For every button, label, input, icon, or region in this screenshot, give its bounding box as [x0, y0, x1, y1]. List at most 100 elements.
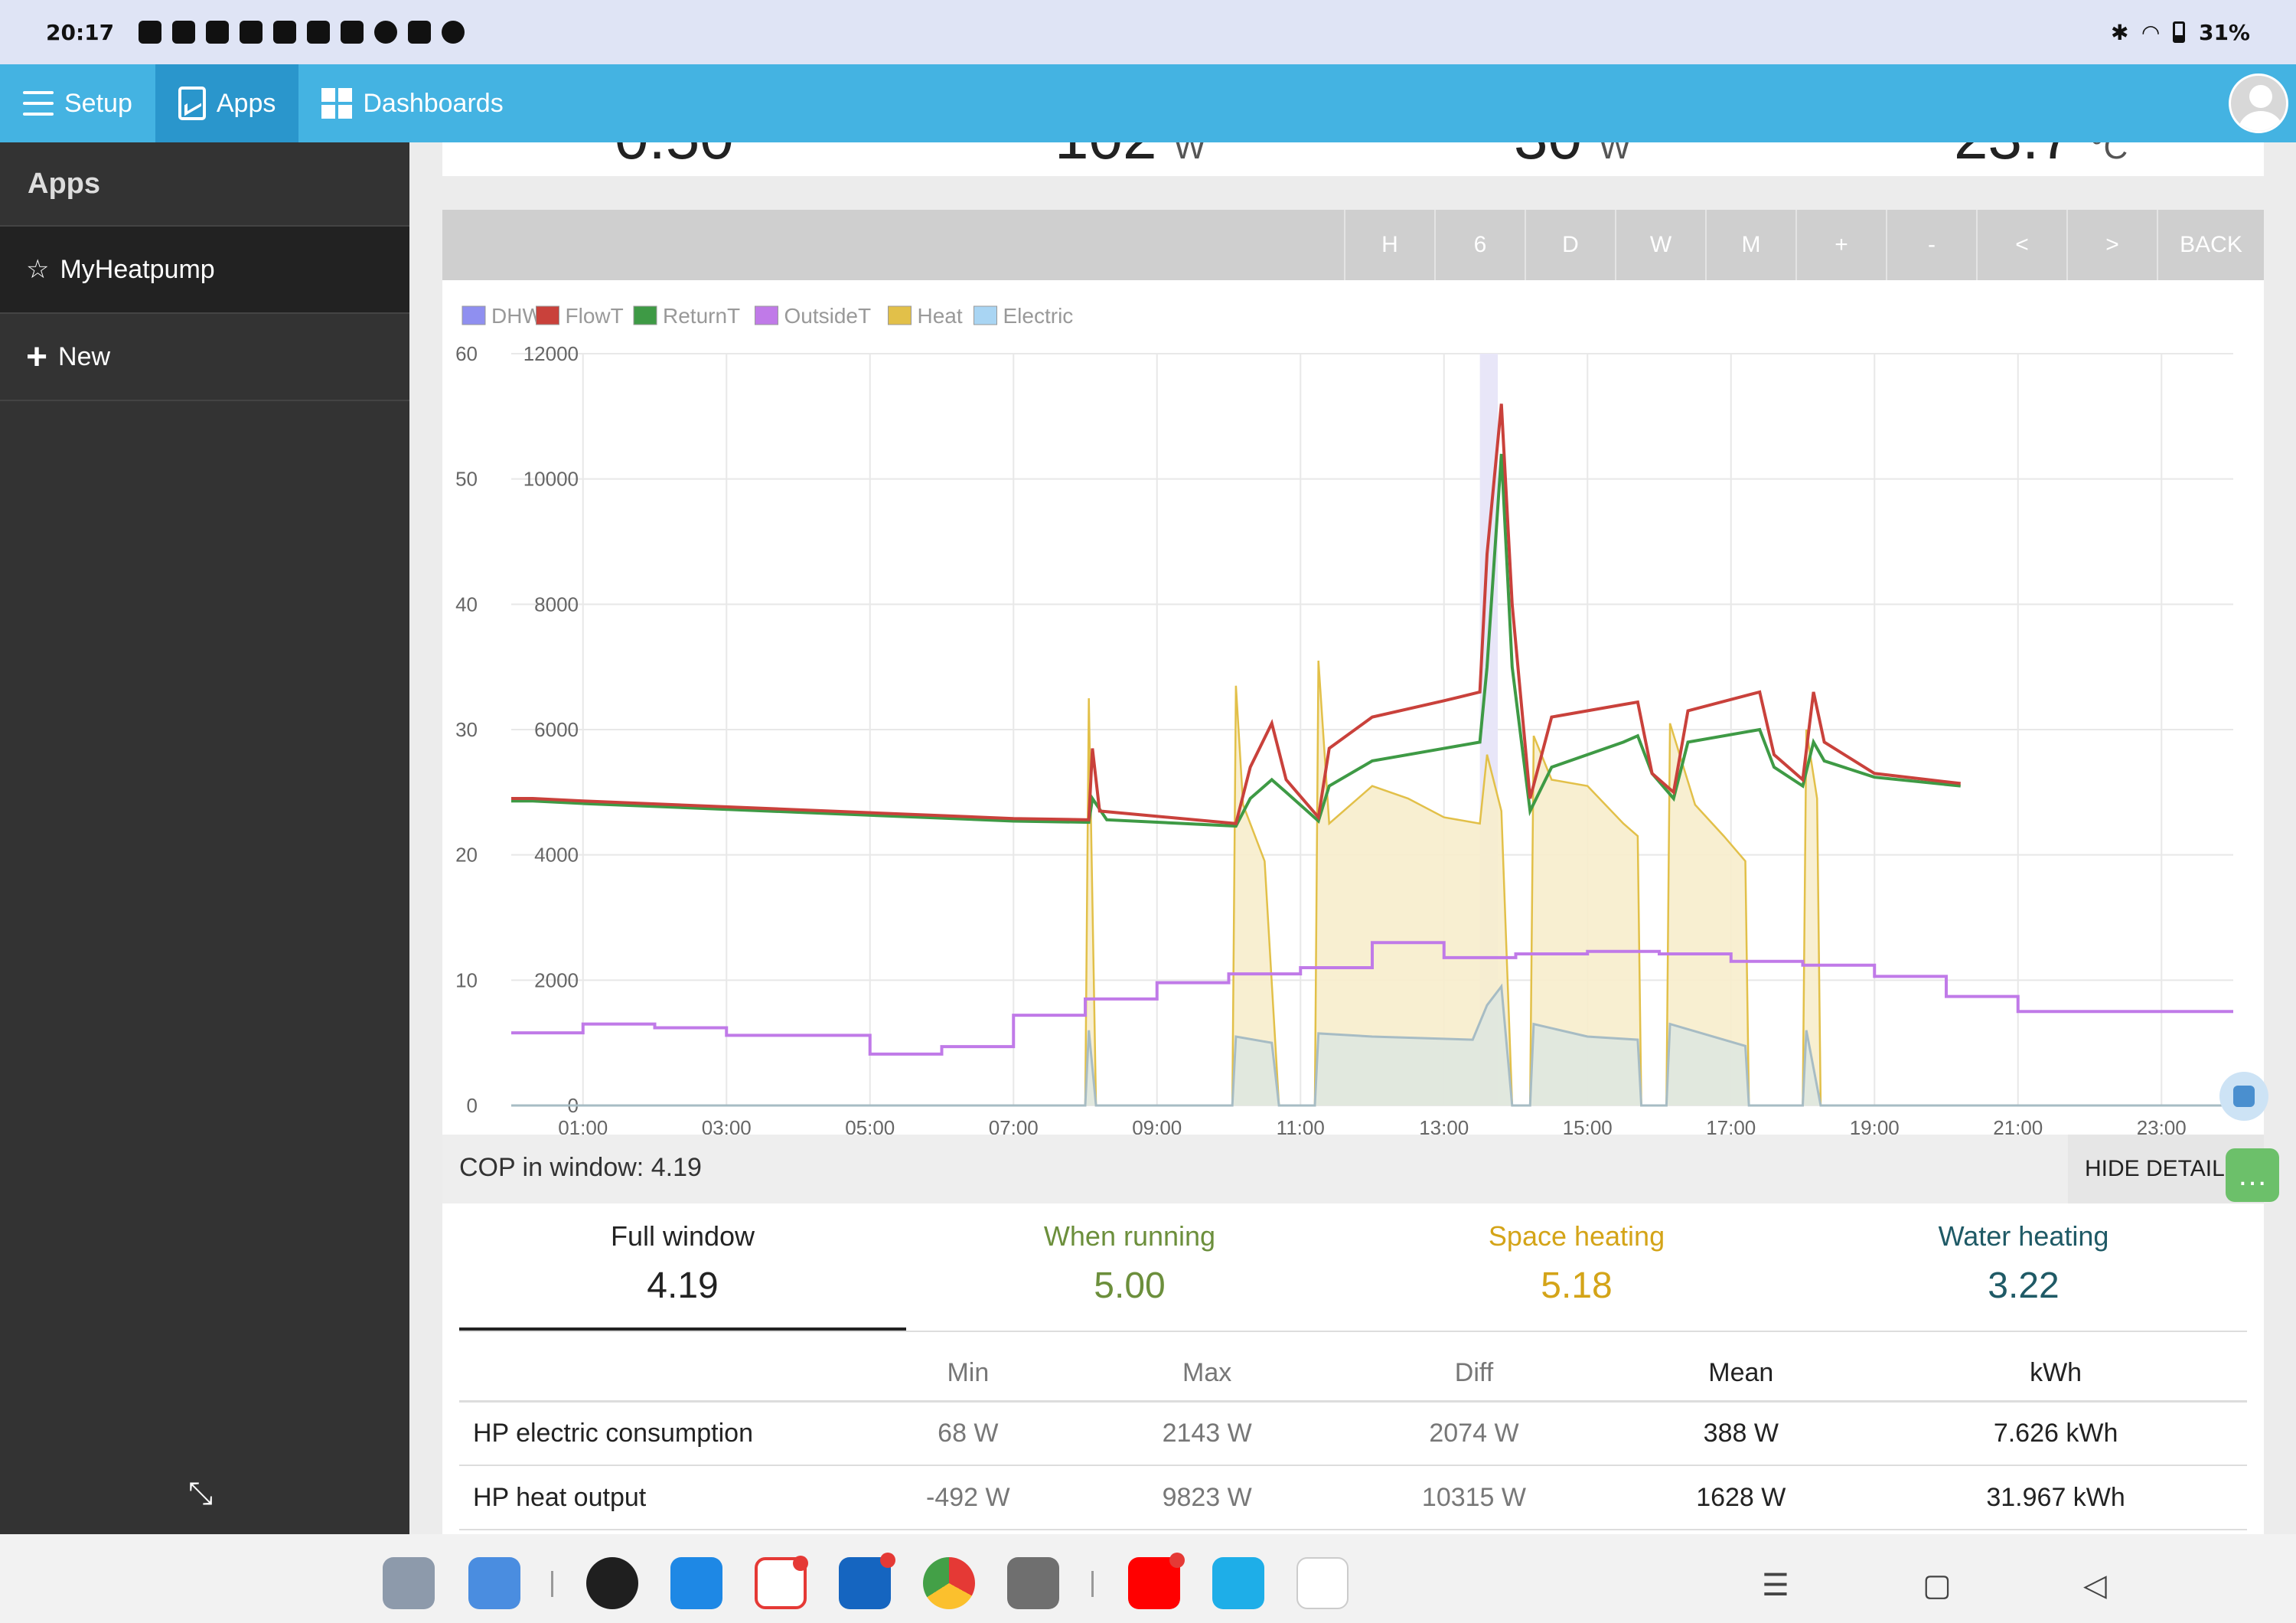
legend-swatch [755, 305, 778, 325]
cell-kwh: 31.967 kWh [1864, 1465, 2247, 1530]
stat-power-value: 30 [1514, 142, 1582, 171]
cop-window-label: COP in window: 4.19 [459, 1153, 702, 1183]
x-tick-label: 15:00 [1563, 1116, 1613, 1135]
youtube-app-icon[interactable] [1128, 1553, 1185, 1609]
electric-area [511, 986, 2233, 1105]
user-avatar[interactable] [2229, 73, 2288, 133]
tab-value: 5.00 [1094, 1265, 1166, 1306]
heatpump-chart[interactable]: 01:00 03:00 05:00 07:00 09:00 11:00 13:00 15:00… [442, 280, 2264, 1135]
detail-panel: Full window 4.19 When running 5.00 Space… [442, 1203, 2264, 1534]
heat-area [511, 660, 2233, 1105]
cloud-icon [442, 21, 465, 44]
zoom-out-button[interactable]: - [1886, 210, 1976, 280]
youtube-icon [206, 21, 230, 44]
row-label: HP electric consumption [459, 1401, 853, 1466]
cell-max: 2143 W [1083, 1401, 1331, 1466]
nav-dashboards[interactable]: Dashboards [298, 64, 526, 142]
recents-nav-icon[interactable]: ☰ [1762, 1569, 1789, 1602]
more-options-icon[interactable]: … [2226, 1148, 2279, 1202]
nav-setup[interactable]: Setup [0, 64, 155, 142]
cop-tabs: Full window 4.19 When running 5.00 Space… [459, 1203, 2247, 1332]
legend-swatch [461, 305, 486, 325]
pan-right-button[interactable]: > [2066, 210, 2157, 280]
cell-diff: 2074 W [1330, 1401, 1618, 1466]
shield-icon [374, 21, 398, 44]
status-time: 20:17 [46, 19, 115, 45]
tab-when-running[interactable]: When running 5.00 [906, 1203, 1353, 1331]
tab-space-heating[interactable]: Space heating 5.18 [1353, 1203, 1800, 1331]
back-nav-icon[interactable]: ◁ [2083, 1569, 2107, 1602]
stat-electric-unit: W [1173, 142, 1206, 166]
gmail-app-icon[interactable] [755, 1556, 808, 1609]
back-button[interactable]: BACK [2157, 210, 2264, 280]
stat-temp-value: 23.7 [1954, 142, 2073, 171]
apps-chart-icon [178, 87, 206, 120]
chrome-app-icon[interactable] [923, 1557, 975, 1609]
tab-label: When running [1043, 1220, 1216, 1252]
wifi-icon: ◠ [2142, 19, 2159, 45]
sidebar-item-label: MyHeatpump [60, 254, 215, 284]
taskbar-separator [1091, 1571, 1094, 1597]
x-tick-label: 09:00 [1132, 1116, 1182, 1135]
sidebar-title: Apps [0, 142, 409, 227]
sidebar-item-myheatpump[interactable]: ☆ MyHeatpump [0, 227, 409, 314]
outlook-app-icon[interactable] [839, 1553, 895, 1609]
bluetooth-icon: ✱ [2110, 19, 2129, 45]
x-tick-label: 07:00 [989, 1116, 1039, 1135]
six-hour-button[interactable]: 6 [1434, 210, 1525, 280]
table-row: HP electric consumption 68 W 2143 W 2074… [459, 1401, 2247, 1466]
hour-button[interactable]: H [1344, 210, 1434, 280]
cell-min: -492 W [852, 1465, 1084, 1530]
x-tick-label: 05:00 [845, 1116, 895, 1135]
header-diff: Diff [1330, 1346, 1618, 1403]
y-right-tick-label: 12000 [523, 342, 579, 365]
x-tick-label: 01:00 [558, 1116, 608, 1135]
legend-label: Heat [918, 304, 963, 328]
header-min: Min [852, 1346, 1084, 1403]
zoom-in-button[interactable]: + [1795, 210, 1886, 280]
nav-apps[interactable]: Apps [155, 64, 299, 142]
sidebar: Apps ☆ MyHeatpump + New ⤡ [0, 142, 409, 1534]
collapse-sidebar-icon[interactable]: ⤡ [188, 1477, 213, 1510]
x-tick-label: 23:00 [2137, 1116, 2187, 1135]
outside-temp-line [511, 941, 2233, 1056]
camera-app-icon[interactable] [586, 1557, 638, 1609]
header-kwh: kWh [1864, 1346, 2247, 1403]
legend-swatch [888, 305, 912, 325]
home-assistant-app-icon[interactable] [1212, 1557, 1264, 1609]
stat-temp: 23.7 °C [1954, 142, 2128, 173]
month-button[interactable]: M [1705, 210, 1795, 280]
givenergy-app-icon[interactable] [1296, 1557, 1349, 1609]
header-blank [459, 1346, 853, 1403]
cell-diff: 10315 W [1330, 1465, 1618, 1530]
tab-water-heating[interactable]: Water heating 3.22 [1800, 1203, 2247, 1331]
pan-left-button[interactable]: < [1976, 210, 2066, 280]
nav-apps-label: Apps [216, 88, 276, 118]
nav-setup-label: Setup [64, 88, 132, 118]
y-right-tick-label: 2000 [534, 968, 579, 991]
teams-icon [139, 21, 162, 44]
electric-line [511, 983, 2233, 1107]
app-drawer-icon[interactable] [383, 1557, 435, 1609]
stat-power: 30 W [1514, 142, 1631, 173]
day-button[interactable]: D [1525, 210, 1615, 280]
settings-app-icon[interactable] [1007, 1557, 1059, 1609]
x-tick-label: 17:00 [1706, 1116, 1756, 1135]
home-nav-icon[interactable]: ▢ [1923, 1569, 1952, 1602]
stats-table: Min Max Diff Mean kWh HP electric consum… [459, 1346, 2247, 1530]
files-app-icon[interactable] [468, 1557, 520, 1609]
week-button[interactable]: W [1615, 210, 1705, 280]
b-app-icon [408, 21, 432, 44]
lock-icon[interactable] [2219, 1072, 2268, 1121]
weather-app-icon[interactable] [670, 1557, 722, 1609]
cop-bar: COP in window: 4.19 HIDE DETAIL [442, 1135, 2264, 1203]
y-right-tick-label: 4000 [534, 844, 579, 867]
sidebar-item-new[interactable]: + New [0, 314, 409, 401]
legend-label: ReturnT [663, 304, 740, 328]
table-header-row: Min Max Diff Mean kWh [459, 1346, 2247, 1403]
y-left-tick-label: 10 [455, 968, 478, 991]
nav-dashboards-label: Dashboards [363, 88, 504, 118]
cell-min: 68 W [852, 1401, 1084, 1466]
x-tick-label: 13:00 [1419, 1116, 1469, 1135]
tab-full-window[interactable]: Full window 4.19 [459, 1203, 906, 1331]
